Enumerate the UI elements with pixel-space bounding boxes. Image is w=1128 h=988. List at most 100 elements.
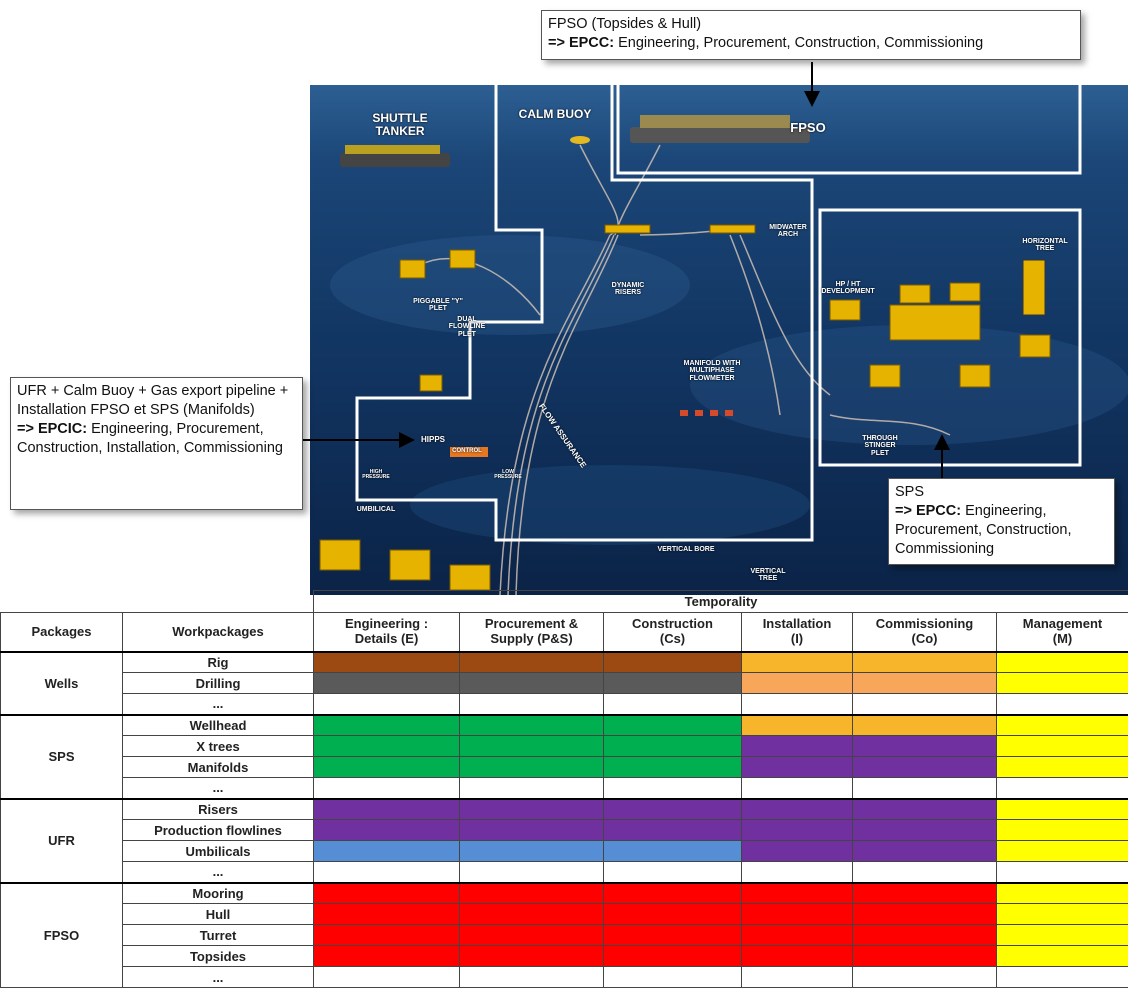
schedule-cell [997, 883, 1128, 904]
schedule-cell [314, 967, 460, 988]
schedule-cell [460, 715, 604, 736]
schedule-cell [604, 946, 742, 967]
workpackage-name: Wellhead [123, 715, 314, 736]
illustration-label: VERTICAL TREE [748, 568, 788, 583]
workpackage-name: Hull [123, 904, 314, 925]
group-header: Temporality [314, 591, 1128, 613]
schedule-cell [460, 736, 604, 757]
callout-body: => EPCIC:Engineering, Procurement, Const… [17, 420, 296, 458]
schedule-cell [997, 673, 1128, 694]
illustration-label: SHUTTLE TANKER [360, 112, 440, 137]
illustration-label: UMBILICAL [349, 506, 404, 513]
schedule-cell [853, 694, 997, 715]
schedule-cell [853, 652, 997, 673]
schedule-cell [604, 883, 742, 904]
schedule-cell [853, 883, 997, 904]
column-header: Commissioning (Co) [853, 613, 997, 652]
illustration-label: THROUGH STINGER PLET [855, 435, 905, 457]
column-header-text: Management (M) [1018, 617, 1108, 647]
schedule-cell [314, 904, 460, 925]
column-header-text: Procurement & Supply (P&S) [474, 617, 589, 647]
schedule-cell [314, 736, 460, 757]
schedule-cell [997, 862, 1128, 883]
schedule-cell [460, 883, 604, 904]
schedule-cell [604, 967, 742, 988]
illustration-label: PIGGABLE "Y" PLET [411, 298, 466, 313]
workpackage-name: X trees [123, 736, 314, 757]
schedule-cell [742, 967, 853, 988]
package-name: FPSO [1, 883, 123, 988]
table-row: ... [1, 694, 1128, 715]
schedule-cell [604, 715, 742, 736]
schedule-cell [460, 799, 604, 820]
schedule-cell [604, 862, 742, 883]
schedule-cell [314, 946, 460, 967]
schedule-cell [314, 820, 460, 841]
schedule-cell [997, 736, 1128, 757]
page: {"illustration": {"labels": ["SHUTTLE TA… [0, 0, 1128, 983]
schedule-cell [460, 967, 604, 988]
workpackage-name: Risers [123, 799, 314, 820]
illustration-label: LOW PRESSURE [491, 470, 526, 481]
workpackage-name: ... [123, 778, 314, 799]
illustration-label: HP / HT DEVELOPMENT [818, 281, 878, 296]
schedule-cell [853, 946, 997, 967]
schedule-cell [853, 841, 997, 862]
schedule-cell [742, 715, 853, 736]
schedule-cell [853, 715, 997, 736]
illustration-label: VERTICAL BORE [651, 546, 721, 553]
schedule-cell [460, 946, 604, 967]
column-header-text: Commissioning (Co) [872, 617, 977, 647]
schedule-cell [604, 652, 742, 673]
schedule-cell [997, 757, 1128, 778]
schedule-cell [314, 925, 460, 946]
schedule-cell [742, 673, 853, 694]
workpackage-name: Umbilicals [123, 841, 314, 862]
illustration-label: HIPPS [413, 436, 453, 444]
column-header: Workpackages [123, 613, 314, 652]
table-row: Turret [1, 925, 1128, 946]
schedule-cell [314, 757, 460, 778]
schedule-cell [997, 652, 1128, 673]
schedule-cell [742, 652, 853, 673]
schedule-cell [314, 715, 460, 736]
schedule-cell [604, 925, 742, 946]
workpackage-name: ... [123, 862, 314, 883]
schedule-cell [314, 778, 460, 799]
callout-label: => EPCC: [895, 503, 961, 519]
schedule-cell [853, 967, 997, 988]
table-row: Umbilicals [1, 841, 1128, 862]
schedule-cell [604, 820, 742, 841]
illustration-label: FPSO [778, 121, 838, 135]
column-header: Management (M) [997, 613, 1128, 652]
schedule-cell [460, 925, 604, 946]
schedule-cell [997, 904, 1128, 925]
callout-body: => EPCC:Engineering, Procurement, Constr… [548, 34, 1074, 53]
callout-label: => EPCC: [548, 35, 614, 51]
column-header: Packages [1, 613, 123, 652]
workpackage-name: ... [123, 694, 314, 715]
schedule-cell [742, 904, 853, 925]
column-header-text: Packages [32, 625, 92, 640]
schedule-cell [742, 925, 853, 946]
callout-heading: SPS [895, 483, 1108, 502]
schedule-cell [604, 694, 742, 715]
schedule-cell [314, 841, 460, 862]
schedule-cell [604, 778, 742, 799]
callout-body: => EPCC:Engineering, Procurement, Constr… [895, 502, 1108, 559]
schedule-cell [460, 904, 604, 925]
schedule-cell [742, 778, 853, 799]
schedule-cell [853, 736, 997, 757]
table-row: Hull [1, 904, 1128, 925]
workpackage-name: ... [123, 967, 314, 988]
schedule-cell [997, 946, 1128, 967]
column-header-text: Workpackages [172, 625, 264, 640]
callout-label: => EPCIC: [17, 421, 87, 437]
schedule-cell [997, 799, 1128, 820]
schedule-cell [604, 799, 742, 820]
package-name: Wells [1, 652, 123, 715]
illustration-label: MANIFOLD WITH MULTIPHASE FLOWMETER [680, 360, 745, 382]
